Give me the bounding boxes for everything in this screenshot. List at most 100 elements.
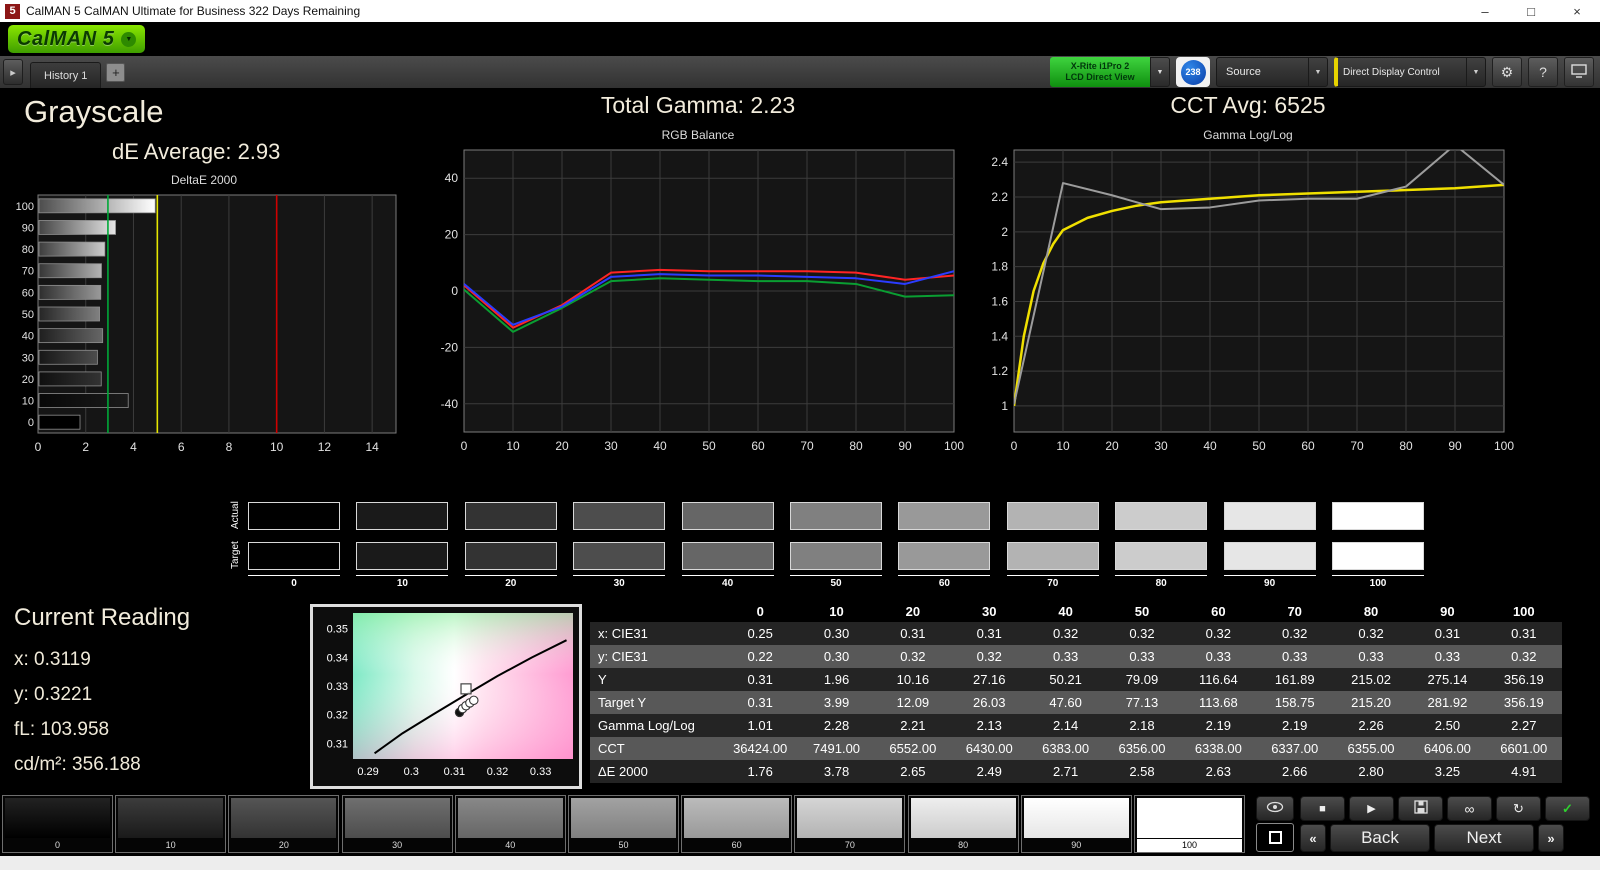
cie-chart-panel: 0.31 0.32 0.33 0.34 0.35 0.29 0.3 0.31 0.32 0.33 (310, 604, 582, 789)
play-button[interactable]: ▶ (1349, 796, 1394, 821)
pattern-window-icon (1268, 831, 1282, 844)
svg-text:100: 100 (1494, 439, 1514, 453)
svg-text:30: 30 (604, 439, 618, 453)
svg-text:2.4: 2.4 (991, 155, 1008, 169)
svg-text:40: 40 (1203, 439, 1217, 453)
pattern-button[interactable]: 100 (1134, 795, 1245, 853)
table-row: x: CIE31 0.25 0.30 0.31 0.31 0.32 0.32 0.32 0.32… (590, 622, 1562, 645)
svg-text:-40: -40 (441, 397, 459, 411)
pattern-window-toggle-button[interactable] (1256, 823, 1294, 852)
pattern-label: 0 (54, 840, 60, 850)
tab-history-1[interactable]: History 1 (30, 62, 102, 88)
calman-logo-text: CalMAN 5 (17, 27, 115, 50)
save-button[interactable] (1398, 796, 1443, 821)
table-cell: 12.09 (874, 691, 952, 714)
source-dropdown[interactable]: Source ▼ (1216, 57, 1328, 87)
pattern-label: 90 (1071, 840, 1082, 850)
target-swatch (898, 542, 991, 570)
accept-button[interactable]: ✓ (1545, 796, 1590, 821)
pattern-label: 40 (505, 840, 516, 850)
gamma-chart-title: Gamma Log/Log (1203, 128, 1293, 142)
svg-text:0.34: 0.34 (327, 652, 348, 664)
back-button[interactable]: Back (1330, 824, 1430, 852)
loop-button[interactable]: ↻ (1496, 796, 1541, 821)
table-cell: 158.75 (1256, 691, 1333, 714)
pattern-button[interactable]: 20 (228, 795, 340, 853)
table-row: y: CIE31 0.22 0.30 0.32 0.32 0.33 0.33 0.33 0.33… (590, 645, 1562, 668)
pattern-button[interactable]: 60 (681, 795, 793, 853)
target-row-label: Target (230, 541, 241, 569)
svg-text:0.35: 0.35 (327, 624, 348, 636)
svg-text:4: 4 (130, 440, 137, 454)
meter-status: X-Rite i1Pro 2 LCD Direct View (1050, 57, 1150, 87)
svg-text:50: 50 (22, 309, 34, 321)
table-cell: 2.26 (1332, 714, 1410, 737)
pattern-label: 50 (618, 840, 629, 850)
table-row: Target Y 0.31 3.99 12.09 26.03 47.60 77.13 113.… (590, 691, 1562, 714)
add-tab-button[interactable]: + (106, 62, 126, 82)
svg-text:80: 80 (849, 439, 863, 453)
table-cell: 2.63 (1180, 760, 1257, 783)
svg-text:70: 70 (800, 439, 814, 453)
pattern-button[interactable]: 30 (341, 795, 453, 853)
layout-nav-button[interactable]: ▸ (3, 59, 23, 85)
stop-button[interactable]: ■ (1300, 796, 1345, 821)
pattern-button[interactable]: 70 (794, 795, 906, 853)
tab-bar: ▸ History 1 + X-Rite i1Pro 2 LCD Direct … (0, 56, 1600, 88)
svg-text:70: 70 (1350, 439, 1364, 453)
svg-text:40: 40 (653, 439, 667, 453)
table-cell: 0.32 (1332, 622, 1410, 645)
table-cell: 26.03 (951, 691, 1028, 714)
back-skip-button[interactable]: « (1300, 824, 1326, 852)
reading-cdm2: cd/m²: 356.188 (14, 754, 141, 775)
badge-value: 238 (1180, 59, 1206, 85)
calman-logo-menu[interactable]: CalMAN 5 ▼ (8, 25, 146, 53)
display-control-caret-icon: ▼ (1466, 58, 1485, 86)
pattern-button[interactable]: 10 (115, 795, 227, 853)
table-row-label: Y (590, 668, 722, 691)
window-buttons: – □ × (1462, 0, 1600, 22)
meter-dropdown[interactable]: X-Rite i1Pro 2 LCD Direct View ▼ (1050, 57, 1170, 87)
stop-icon: ■ (1319, 802, 1326, 815)
help-button[interactable]: ? (1528, 57, 1558, 87)
table-cell: 0.32 (1485, 645, 1562, 668)
eye-preview-button[interactable] (1256, 796, 1294, 821)
minimize-button[interactable]: – (1481, 3, 1489, 19)
table-cell: 6406.00 (1409, 737, 1486, 760)
swatch-level-label: 50 (790, 575, 882, 589)
display-window-button[interactable] (1564, 57, 1594, 87)
continuous-mode-button[interactable]: ∞ (1447, 796, 1492, 821)
table-row: Gamma Log/Log 1.01 2.28 2.21 2.13 2.14 2.18 2.1… (590, 714, 1562, 737)
actual-swatch (464, 502, 557, 530)
table-cell: 2.21 (874, 714, 952, 737)
pattern-button[interactable]: 0 (2, 795, 113, 853)
target-swatch (573, 542, 666, 570)
pattern-button[interactable]: 90 (1020, 795, 1132, 853)
maximize-button[interactable]: □ (1527, 3, 1535, 19)
table-cell: 0.32 (951, 645, 1028, 668)
target-swatch (790, 542, 882, 570)
results-table: 0 10 20 30 40 50 60 70 80 90 100 x: CIE31 0.25 0.30 0.… (590, 601, 1562, 783)
swatch-level-label: 90 (1223, 575, 1316, 589)
svg-text:10: 10 (506, 439, 520, 453)
table-cell: 3.78 (798, 760, 875, 783)
swatch-level-label: 80 (1115, 575, 1208, 589)
table-cell: 2.18 (1103, 714, 1181, 737)
pattern-strip: ■ ▶ ∞ ↻ ✓ « Back Next » 0 10 20 30 40 50 60 70 8… (0, 794, 1600, 856)
pattern-button[interactable]: 50 (568, 795, 679, 853)
table-row-label: x: CIE31 (590, 622, 722, 645)
pattern-button[interactable]: 40 (454, 795, 566, 853)
pattern-button[interactable]: 80 (907, 795, 1019, 853)
display-control-dropdown[interactable]: Direct Display Control ▼ (1334, 57, 1486, 87)
settings-button[interactable]: ⚙ (1492, 57, 1522, 87)
pattern-swatch (231, 798, 337, 838)
svg-text:90: 90 (1448, 439, 1462, 453)
svg-text:1.2: 1.2 (991, 364, 1008, 378)
next-skip-button[interactable]: » (1538, 824, 1564, 852)
next-button[interactable]: Next (1434, 824, 1534, 852)
close-button[interactable]: × (1573, 3, 1581, 19)
table-cell: 27.16 (951, 668, 1028, 691)
svg-text:80: 80 (1399, 439, 1413, 453)
table-cell: 0.33 (1027, 645, 1104, 668)
